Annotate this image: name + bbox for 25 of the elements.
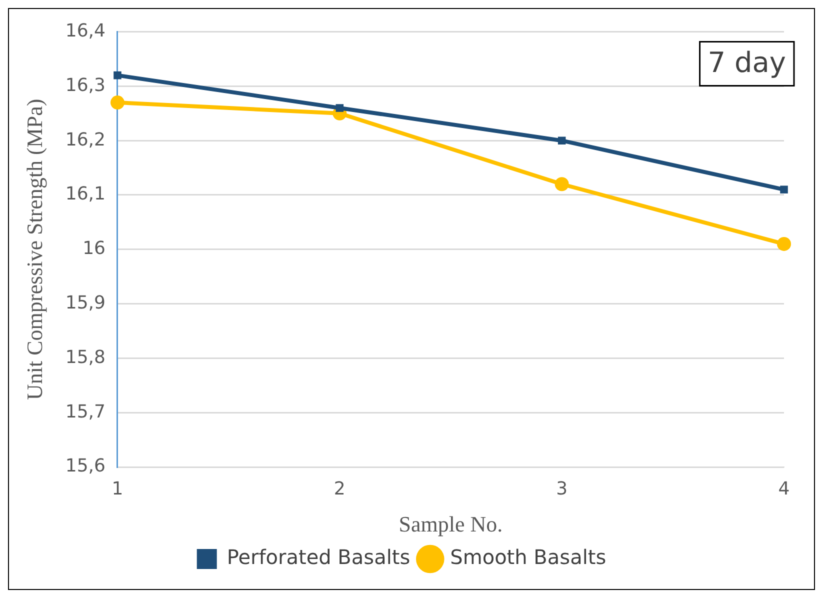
y-tick-label: 15,8	[65, 346, 106, 368]
y-tick-label: 15,9	[65, 292, 106, 314]
y-axis-title: Unit Compressive Strength (MPa)	[22, 98, 47, 400]
y-tick-label: 16,4	[65, 20, 106, 42]
annotation: 7 day	[708, 46, 786, 80]
point	[558, 136, 566, 144]
y-tick-label: 15,7	[65, 401, 106, 422]
point	[780, 186, 788, 194]
y-tick-label: 15,6	[65, 456, 106, 477]
x-tick-label: 1	[112, 478, 124, 500]
point	[777, 236, 791, 251]
point	[336, 104, 344, 112]
point	[114, 71, 122, 80]
point	[110, 96, 124, 110]
x-tick-label: 3	[556, 478, 568, 500]
x-axis-title: Sample No.	[398, 512, 503, 537]
legend-label: Smooth Basalts	[450, 545, 606, 570]
y-tick-label: 16,2	[65, 129, 106, 150]
legend-label: Perforated Basalts	[226, 545, 410, 570]
x-tick-label: 4	[778, 478, 790, 500]
y-tick-label: 16,1	[65, 184, 106, 205]
y-tick-label: 16	[82, 238, 106, 260]
y-tick-label: 16,3	[65, 74, 106, 96]
point	[554, 177, 569, 192]
x-tick-label: 2	[334, 478, 346, 500]
